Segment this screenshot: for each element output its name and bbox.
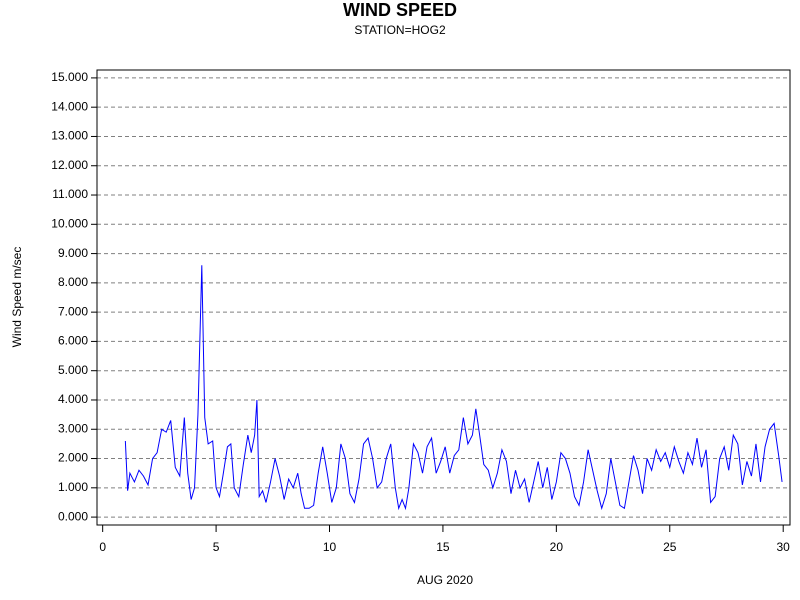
x-tick-label: 10 bbox=[323, 540, 337, 554]
y-tick-label: 8.000 bbox=[58, 275, 88, 289]
y-tick-label: 2.000 bbox=[58, 451, 88, 465]
y-axis-label: Wind Speed m/sec bbox=[10, 247, 24, 348]
y-tick-label: 15.000 bbox=[51, 70, 88, 84]
y-tick-label: 5.000 bbox=[58, 363, 88, 377]
x-tick-label: 15 bbox=[436, 540, 450, 554]
y-tick-label: 6.000 bbox=[58, 334, 88, 348]
y-tick-label: 12.000 bbox=[51, 158, 88, 172]
x-axis-label: AUG 2020 bbox=[417, 573, 473, 587]
x-tick-label: 5 bbox=[213, 540, 220, 554]
y-tick-label: 4.000 bbox=[58, 392, 88, 406]
y-tick-label: 1.000 bbox=[58, 480, 88, 494]
x-tick-label: 0 bbox=[99, 540, 106, 554]
x-tick-label: 25 bbox=[663, 540, 677, 554]
y-tick-label: 3.000 bbox=[58, 421, 88, 435]
y-tick-label: 11.000 bbox=[52, 187, 88, 201]
wind-line bbox=[124, 265, 783, 511]
y-tick-label: 0.000 bbox=[58, 509, 88, 523]
plot-frame bbox=[96, 69, 791, 526]
chart-title: WIND SPEED bbox=[343, 0, 457, 20]
y-tick-label: 9.000 bbox=[58, 246, 88, 260]
y-tick-label: 14.000 bbox=[51, 99, 88, 113]
x-tick-label: 20 bbox=[550, 540, 564, 554]
chart-subtitle: STATION=HOG2 bbox=[354, 23, 446, 37]
y-tick-label: 13.000 bbox=[51, 129, 88, 143]
y-tick-label: 10.000 bbox=[51, 216, 88, 230]
x-tick-label: 30 bbox=[777, 540, 791, 554]
y-tick-label: 7.000 bbox=[58, 304, 88, 318]
